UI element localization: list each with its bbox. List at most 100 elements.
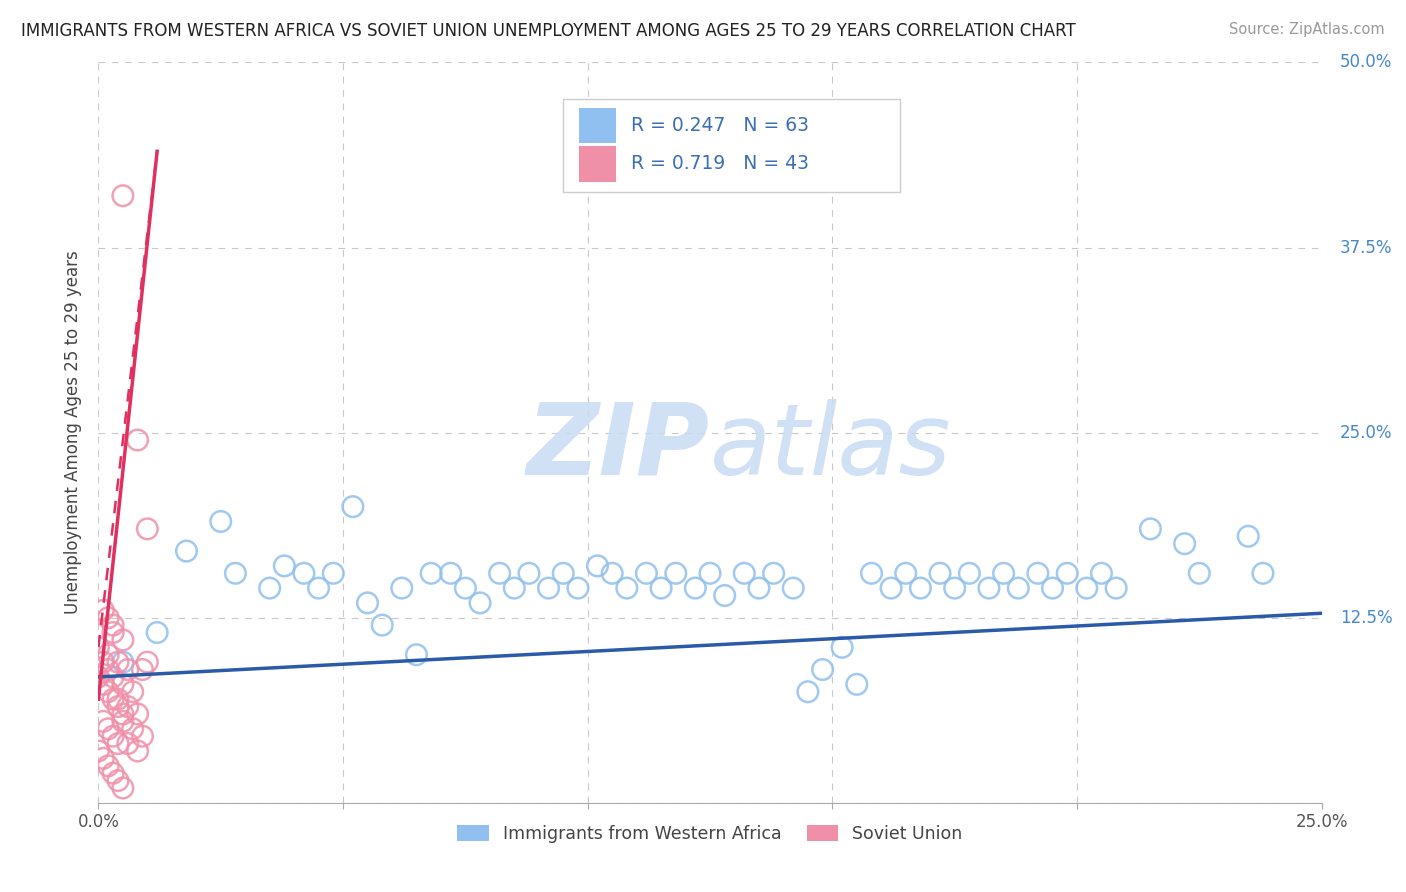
Text: 12.5%: 12.5% (1340, 608, 1392, 627)
Point (117, 699, 139, 714)
Point (977, 581, 1000, 595)
Point (748, 581, 770, 595)
Point (87, 744, 110, 758)
Point (117, 737, 139, 751)
Point (91, 751, 114, 765)
Point (101, 625, 124, 640)
Point (616, 581, 638, 595)
Point (224, 566, 246, 581)
Point (111, 188, 134, 202)
Point (322, 566, 344, 581)
Point (537, 581, 560, 595)
Point (993, 566, 1015, 581)
Point (176, 544, 198, 558)
Point (107, 655, 129, 669)
Point (87, 670, 110, 684)
Point (831, 640, 853, 655)
Text: R = 0.247   N = 63: R = 0.247 N = 63 (630, 116, 808, 135)
Point (107, 699, 129, 714)
Point (308, 581, 330, 595)
Point (1188, 566, 1211, 581)
Point (488, 566, 510, 581)
Point (797, 685, 820, 699)
Point (356, 596, 378, 610)
Point (391, 581, 413, 595)
Point (811, 663, 834, 677)
Point (371, 618, 394, 632)
Point (111, 655, 134, 669)
Point (553, 566, 575, 581)
Point (910, 581, 932, 595)
Point (121, 722, 143, 736)
Point (101, 618, 124, 632)
Point (1056, 566, 1078, 581)
Point (97, 758, 120, 772)
Point (259, 581, 281, 595)
Point (1105, 581, 1128, 595)
Point (91, 603, 114, 617)
Point (1076, 581, 1098, 595)
Point (107, 773, 129, 788)
Point (127, 433, 149, 447)
Point (440, 566, 463, 581)
Point (943, 581, 966, 595)
Point (733, 566, 755, 581)
Point (111, 632, 134, 647)
Point (762, 566, 785, 581)
Point (782, 581, 804, 595)
Point (111, 677, 134, 691)
Point (636, 566, 658, 581)
Point (97, 663, 120, 677)
Point (1007, 581, 1029, 595)
Point (1090, 566, 1112, 581)
Point (699, 566, 721, 581)
Point (101, 729, 124, 743)
Point (929, 566, 952, 581)
Point (209, 515, 232, 529)
Point (1174, 536, 1197, 550)
Point (713, 589, 735, 603)
Text: 37.5%: 37.5% (1340, 238, 1392, 257)
Point (567, 581, 589, 595)
Point (1139, 522, 1161, 536)
Point (957, 566, 980, 581)
Point (127, 744, 149, 758)
Point (107, 692, 129, 706)
Point (273, 558, 295, 573)
Point (136, 522, 159, 536)
Point (97, 648, 120, 662)
Text: IMMIGRANTS FROM WESTERN AFRICA VS SOVIET UNION UNEMPLOYMENT AMONG AGES 25 TO 29 : IMMIGRANTS FROM WESTERN AFRICA VS SOVIET… (21, 22, 1076, 40)
Bar (579, 146, 616, 182)
Point (845, 677, 868, 691)
Point (586, 558, 609, 573)
Text: 25.0%: 25.0% (1340, 424, 1392, 442)
Point (420, 566, 443, 581)
Point (131, 663, 153, 677)
Text: R = 0.719   N = 43: R = 0.719 N = 43 (630, 154, 808, 173)
Point (91, 655, 114, 669)
Point (880, 581, 903, 595)
Point (101, 670, 124, 684)
Y-axis label: Unemployment Among Ages 25 to 29 years: Unemployment Among Ages 25 to 29 years (65, 251, 83, 615)
Point (111, 706, 134, 721)
Point (600, 566, 623, 581)
Point (91, 677, 114, 691)
Point (121, 685, 143, 699)
Bar (579, 108, 616, 143)
Text: atlas: atlas (710, 399, 952, 496)
Point (91, 714, 114, 729)
Point (292, 566, 315, 581)
Point (101, 692, 124, 706)
Point (97, 685, 120, 699)
Point (87, 640, 110, 655)
Point (1026, 566, 1049, 581)
Point (1237, 529, 1260, 543)
Point (405, 648, 427, 662)
Point (101, 766, 124, 780)
Legend: Immigrants from Western Africa, Soviet Union: Immigrants from Western Africa, Soviet U… (450, 818, 970, 850)
Point (117, 663, 139, 677)
Point (146, 625, 169, 640)
Point (1251, 566, 1274, 581)
Point (107, 737, 129, 751)
Point (685, 581, 707, 595)
